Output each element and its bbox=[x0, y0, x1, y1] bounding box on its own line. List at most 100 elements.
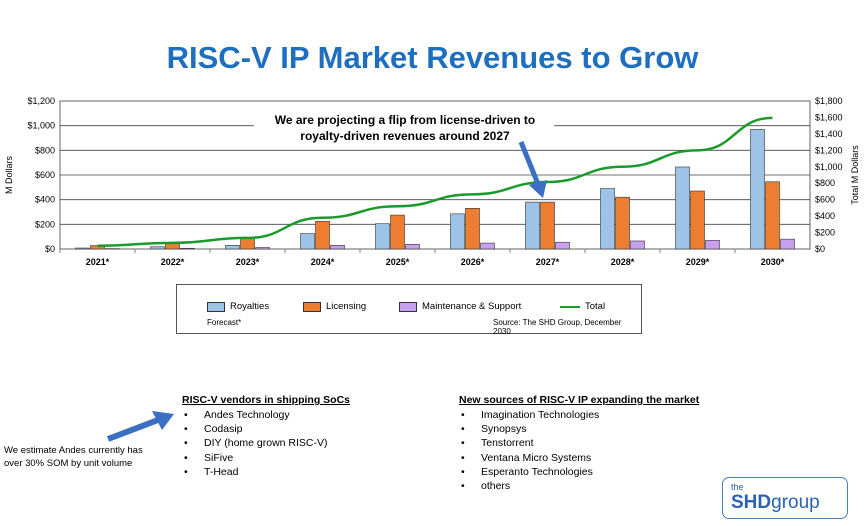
new-sources-heading: New sources of RISC-V IP expanding the m… bbox=[459, 394, 700, 406]
annotation-bg bbox=[254, 109, 554, 145]
left-tick-label: $0 bbox=[45, 244, 55, 254]
annotation-arrow bbox=[518, 141, 547, 198]
annotation-line-2: royalty-driven revenues around 2027 bbox=[300, 129, 510, 143]
logo-shd: SHD bbox=[731, 492, 772, 513]
bar-licensing-2029 bbox=[690, 190, 705, 250]
left-tick-label: $400 bbox=[35, 195, 55, 205]
bar-maintenance-support-2022 bbox=[180, 247, 195, 250]
right-axis-ticks: $0 $200 $400 $600 $800 $1,000 $1,200 $1,400 $1,6… bbox=[815, 96, 843, 254]
list-item: others bbox=[459, 479, 699, 493]
bar-licensing-2030 bbox=[765, 181, 780, 250]
left-axis-label: M Dollars bbox=[4, 156, 14, 195]
x-tick-label: 2025* bbox=[386, 257, 410, 267]
bar-series bbox=[75, 129, 795, 250]
list-item: DIY (home grown RISC-V) bbox=[182, 436, 350, 450]
bar-licensing-2024 bbox=[315, 220, 330, 250]
bar-maintenance-support-2024 bbox=[330, 245, 345, 250]
right-tick-label: $200 bbox=[815, 228, 835, 238]
x-tick-label: 2024* bbox=[311, 257, 335, 267]
x-tick-label: 2022* bbox=[161, 257, 185, 267]
right-tick-label: $1,200 bbox=[815, 145, 843, 155]
total-swatch bbox=[560, 305, 580, 308]
right-axis-label: Total M Dollars bbox=[850, 145, 860, 205]
bar-licensing-2028 bbox=[615, 196, 630, 250]
bar-royalties-2025 bbox=[375, 223, 390, 250]
right-tick-label: $1,800 bbox=[815, 96, 843, 106]
bar-maintenance-support-2030 bbox=[780, 238, 795, 250]
legend-label: Total bbox=[585, 301, 606, 312]
andes-note: We estimate Andes currently has over 30%… bbox=[4, 445, 143, 469]
bar-maintenance-support-2029 bbox=[705, 240, 720, 250]
bar-royalties-2028 bbox=[600, 188, 615, 250]
bar-royalties-2024 bbox=[300, 233, 315, 250]
list-item: Tenstorrent bbox=[459, 436, 699, 450]
vendors-heading: RISC-V vendors in shipping SoCs bbox=[182, 394, 351, 406]
vendors-list: RISC-V vendors in shipping SoCs Andes Te… bbox=[182, 394, 350, 479]
bar-maintenance-support-2023 bbox=[255, 247, 270, 250]
bar-royalties-2029 bbox=[675, 166, 690, 250]
forecast-note: Forecast* bbox=[207, 318, 242, 327]
new-sources-list: New sources of RISC-V IP expanding the m… bbox=[459, 394, 699, 493]
legend-royalties: Royalties bbox=[207, 301, 269, 312]
bar-royalties-2023 bbox=[225, 245, 240, 250]
list-item: Synopsys bbox=[459, 422, 699, 436]
bar-licensing-2026 bbox=[465, 208, 480, 250]
list-item: Imagination Technologies bbox=[459, 408, 699, 422]
bar-maintenance-support-2026 bbox=[480, 242, 495, 250]
total-line bbox=[97, 116, 773, 247]
licensing-swatch bbox=[303, 301, 321, 312]
x-tick-label: 2030* bbox=[761, 257, 785, 267]
list-item: T-Head bbox=[182, 465, 350, 479]
bar-royalties-2022 bbox=[150, 246, 165, 250]
left-tick-label: $200 bbox=[35, 219, 55, 229]
legend-licensing: Licensing bbox=[303, 301, 366, 312]
legend-total: Total bbox=[560, 301, 605, 312]
logo-group: group bbox=[771, 492, 820, 513]
x-tick-label: 2029* bbox=[686, 257, 710, 267]
right-tick-label: $1,000 bbox=[815, 162, 843, 172]
list-item: Esperanto Technologies bbox=[459, 465, 699, 479]
x-axis-ticks: 2021* 2022* 2023* 2024* 2025* 2026* 2027* 2028*… bbox=[86, 257, 785, 267]
x-tick-label: 2028* bbox=[611, 257, 635, 267]
left-tick-label: $600 bbox=[35, 170, 55, 180]
revenue-chart: $0 $200 $400 $600 $800 $1,000 $1,200 $0 $200 $40… bbox=[4, 96, 860, 267]
right-tick-label: $1,400 bbox=[815, 129, 843, 139]
page-title: RISC-V IP Market Revenues to Grow bbox=[166, 40, 699, 75]
legend-label: Royalties bbox=[230, 301, 270, 312]
left-tick-label: $1,200 bbox=[27, 96, 55, 106]
x-tick-label: 2026* bbox=[461, 257, 485, 267]
list-item: Ventana Micro Systems bbox=[459, 451, 699, 465]
logo-the: the bbox=[731, 482, 744, 492]
bar-royalties-2030 bbox=[750, 129, 765, 250]
legend-label: Licensing bbox=[326, 301, 367, 312]
maintenance-swatch bbox=[399, 301, 417, 312]
chart-legend: Royalties Licensing Maintenance & Suppor… bbox=[176, 284, 642, 336]
royalties-swatch bbox=[207, 301, 225, 312]
left-tick-label: $800 bbox=[35, 145, 55, 155]
right-tick-label: $600 bbox=[815, 195, 835, 205]
bar-licensing-2027 bbox=[540, 201, 555, 250]
vendor-arrow-icon bbox=[106, 411, 174, 442]
list-item: Codasip bbox=[182, 422, 350, 436]
shd-group-logo: the SHDgroup bbox=[722, 477, 848, 519]
bar-maintenance-support-2025 bbox=[405, 244, 420, 250]
bar-maintenance-support-2027 bbox=[555, 241, 570, 250]
annotation-line-1: We are projecting a flip from license-dr… bbox=[275, 113, 536, 127]
left-axis-ticks: $0 $200 $400 $600 $800 $1,000 $1,200 bbox=[27, 96, 55, 254]
bar-licensing-2025 bbox=[390, 214, 405, 250]
right-tick-label: $0 bbox=[815, 244, 825, 254]
bar-royalties-2021 bbox=[75, 247, 90, 250]
x-tick-label: 2027* bbox=[536, 257, 560, 267]
source-note: Source: The SHD Group, December 2030 bbox=[493, 318, 622, 336]
bar-royalties-2026 bbox=[450, 213, 465, 250]
x-tick-label: 2021* bbox=[86, 257, 110, 267]
x-tick-label: 2023* bbox=[236, 257, 260, 267]
list-item: SiFive bbox=[182, 451, 350, 465]
legend-label: Maintenance & Support bbox=[422, 301, 522, 312]
right-tick-label: $1,600 bbox=[815, 112, 843, 122]
right-tick-label: $800 bbox=[815, 178, 835, 188]
bar-maintenance-support-2028 bbox=[630, 240, 645, 250]
left-tick-label: $1,000 bbox=[27, 121, 55, 131]
bar-royalties-2027 bbox=[525, 201, 540, 250]
list-item: Andes Technology bbox=[182, 408, 350, 422]
